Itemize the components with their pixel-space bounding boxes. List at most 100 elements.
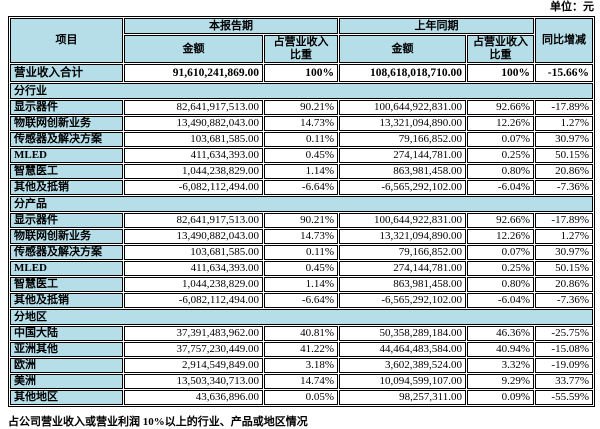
yoy-change: -7.36% bbox=[535, 180, 593, 195]
yoy-change: -7.36% bbox=[535, 293, 593, 308]
table-row: 美洲 13,503,340,713.00 14.74% 10,094,599,107.… bbox=[10, 374, 593, 389]
section-title: 分产品 bbox=[10, 196, 593, 212]
yoy-change: 30.97% bbox=[535, 132, 593, 147]
col-header-prior-pct: 占营业收入 比重 bbox=[467, 35, 534, 63]
current-amount: 411,634,393.00 bbox=[124, 261, 263, 276]
prior-pct: -6.04% bbox=[467, 293, 534, 308]
yoy-change: 20.86% bbox=[535, 164, 593, 179]
current-amount: 1,044,238,829.00 bbox=[124, 164, 263, 179]
prior-pct: 0.80% bbox=[467, 277, 534, 292]
prior-amount: 100,644,922,831.00 bbox=[339, 213, 466, 228]
yoy-change: 50.15% bbox=[535, 148, 593, 163]
total-row: 营业收入合计 91,610,241,869.00 100% 108,618,018,7… bbox=[10, 64, 593, 82]
revenue-breakdown-table: 项目 本报告期 上年同期 同比增减 金额 占营业收入 比重 金额 占营业收入 比… bbox=[8, 16, 595, 407]
current-pct: -6.64% bbox=[264, 293, 338, 308]
prior-pct: 0.80% bbox=[467, 164, 534, 179]
header-row-periods: 项目 本报告期 上年同期 同比增减 bbox=[10, 18, 593, 63]
row-label: 美洲 bbox=[10, 374, 123, 389]
table-row: 其他及抵销 -6,082,112,494.00 -6.64% -6,565,292,1… bbox=[10, 293, 593, 308]
row-label: 其他地区 bbox=[10, 390, 123, 405]
row-label: MLED bbox=[10, 148, 123, 163]
prior-amount: 98,257,311.00 bbox=[339, 390, 466, 405]
table-row: 智慧医工 1,044,238,829.00 1.14% 863,981,458.00 0… bbox=[10, 164, 593, 179]
prior-amount: 44,464,483,584.00 bbox=[339, 342, 466, 357]
prior-pct: 46.36% bbox=[467, 326, 534, 341]
col-header-item: 项目 bbox=[10, 18, 123, 63]
table-row: MLED 411,634,393.00 0.45% 274,144,781.00 0.2… bbox=[10, 261, 593, 276]
col-header-yoy-change: 同比增减 bbox=[535, 18, 593, 63]
prior-amount: -6,565,292,102.00 bbox=[339, 180, 466, 195]
yoy-change: 33.77% bbox=[535, 374, 593, 389]
row-label: 显示器件 bbox=[10, 100, 123, 115]
yoy-change: 20.86% bbox=[535, 277, 593, 292]
prior-amount: 10,094,599,107.00 bbox=[339, 374, 466, 389]
current-amount: 103,681,585.00 bbox=[124, 245, 263, 260]
current-amount: 103,681,585.00 bbox=[124, 132, 263, 147]
current-pct: 1.14% bbox=[264, 277, 338, 292]
table-row: 其他及抵销 -6,082,112,494.00 -6.64% -6,565,292,1… bbox=[10, 180, 593, 195]
current-pct: -6.64% bbox=[264, 180, 338, 195]
col-header-current-pct: 占营业收入 比重 bbox=[264, 35, 338, 63]
current-pct: 14.74% bbox=[264, 374, 338, 389]
yoy-change: -17.89% bbox=[535, 213, 593, 228]
current-pct: 0.45% bbox=[264, 261, 338, 276]
current-amount: -6,082,112,494.00 bbox=[124, 180, 263, 195]
prior-amount: 13,321,094,890.00 bbox=[339, 116, 466, 131]
unit-label: 单位：元 bbox=[550, 1, 594, 13]
prior-amount: 274,144,781.00 bbox=[339, 261, 466, 276]
prior-amount: 3,602,389,524.00 bbox=[339, 358, 466, 373]
prior-pct: 0.09% bbox=[467, 390, 534, 405]
prior-pct: 3.32% bbox=[467, 358, 534, 373]
current-amount: 411,634,393.00 bbox=[124, 148, 263, 163]
current-amount: 13,490,882,043.00 bbox=[124, 229, 263, 244]
prior-amount: 863,981,458.00 bbox=[339, 277, 466, 292]
table-header: 项目 本报告期 上年同期 同比增减 金额 占营业收入 比重 金额 占营业收入 比… bbox=[10, 18, 593, 63]
current-amount: 37,757,230,449.00 bbox=[124, 342, 263, 357]
row-label: 智慧医工 bbox=[10, 277, 123, 292]
row-label: 物联网创新业务 bbox=[10, 229, 123, 244]
table-row: 显示器件 82,641,917,513.00 90.21% 100,644,922,8… bbox=[10, 213, 593, 228]
table-row: 传感器及解决方案 103,681,585.00 0.11% 79,166,852.00… bbox=[10, 132, 593, 147]
yoy-change: 1.27% bbox=[535, 229, 593, 244]
prior-pct: 100% bbox=[467, 64, 534, 82]
current-pct: 0.45% bbox=[264, 148, 338, 163]
yoy-change: 1.27% bbox=[535, 116, 593, 131]
current-amount: 82,641,917,513.00 bbox=[124, 100, 263, 115]
prior-pct: 0.25% bbox=[467, 148, 534, 163]
yoy-change: -55.59% bbox=[535, 390, 593, 405]
prior-amount: 274,144,781.00 bbox=[339, 148, 466, 163]
section-header-row: 分产品 bbox=[10, 196, 593, 212]
table-row: 中国大陆 37,391,483,962.00 40.81% 50,358,289,18… bbox=[10, 326, 593, 341]
current-amount: -6,082,112,494.00 bbox=[124, 293, 263, 308]
prior-pct: 92.66% bbox=[467, 213, 534, 228]
current-pct: 90.21% bbox=[264, 213, 338, 228]
col-header-current-amount: 金额 bbox=[124, 35, 263, 63]
table-row: 物联网创新业务 13,490,882,043.00 14.73% 13,321,094… bbox=[10, 116, 593, 131]
table-row: 欧洲 2,914,549,849.00 3.18% 3,602,389,524.00 3… bbox=[10, 358, 593, 373]
col-header-prior-amount: 金额 bbox=[339, 35, 466, 63]
footer-note: 占公司营业收入或营业利润 10%以上的行业、产品或地区情况 bbox=[8, 416, 308, 428]
current-amount: 1,044,238,829.00 bbox=[124, 277, 263, 292]
section-header-row: 分行业 bbox=[10, 83, 593, 99]
current-amount: 13,503,340,713.00 bbox=[124, 374, 263, 389]
prior-amount: 13,321,094,890.00 bbox=[339, 229, 466, 244]
prior-pct: 12.26% bbox=[467, 116, 534, 131]
table-row: 亚洲其他 37,757,230,449.00 41.22% 44,464,483,58… bbox=[10, 342, 593, 357]
col-header-current-period: 本报告期 bbox=[124, 18, 338, 34]
row-label: 智慧医工 bbox=[10, 164, 123, 179]
prior-amount: 79,166,852.00 bbox=[339, 245, 466, 260]
header-row-metrics: 金额 占营业收入 比重 金额 占营业收入 比重 bbox=[10, 35, 593, 63]
yoy-change: -25.75% bbox=[535, 326, 593, 341]
row-label: 欧洲 bbox=[10, 358, 123, 373]
yoy-change: -19.09% bbox=[535, 358, 593, 373]
current-pct: 3.18% bbox=[264, 358, 338, 373]
current-pct: 100% bbox=[264, 64, 338, 82]
section-header-row: 分地区 bbox=[10, 309, 593, 325]
prior-pct: 9.29% bbox=[467, 374, 534, 389]
current-pct: 1.14% bbox=[264, 164, 338, 179]
yoy-change: 30.97% bbox=[535, 245, 593, 260]
current-pct: 0.11% bbox=[264, 132, 338, 147]
table-body: 营业收入合计 91,610,241,869.00 100% 108,618,018,7… bbox=[10, 64, 593, 405]
row-label: 亚洲其他 bbox=[10, 342, 123, 357]
